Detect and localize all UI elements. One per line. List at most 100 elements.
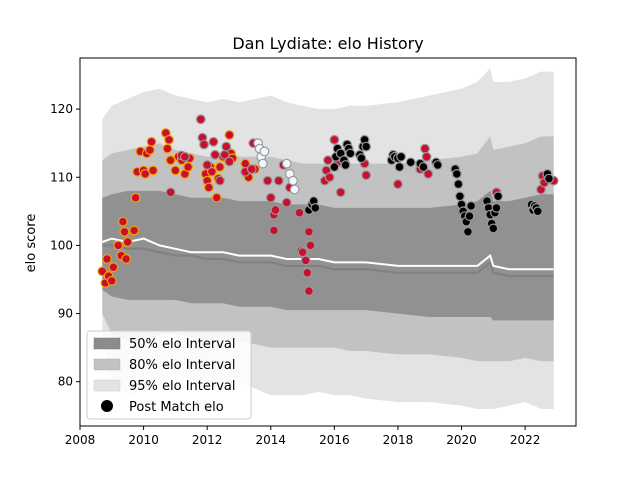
post-match-point: [281, 197, 292, 208]
legend-label-50: 50% elo Interval: [129, 337, 236, 352]
post-match-point: [289, 184, 300, 195]
post-match-point: [270, 205, 281, 215]
post-match-point: [165, 187, 176, 198]
post-match-point: [148, 165, 159, 176]
post-match-point: [451, 168, 462, 179]
post-match-point: [396, 151, 407, 162]
post-match-point: [269, 225, 279, 236]
post-match-point: [259, 146, 270, 157]
legend-label-95: 95% elo Interval: [129, 379, 236, 394]
post-match-point: [224, 130, 235, 140]
post-match-point: [144, 145, 155, 155]
post-match-point: [345, 148, 356, 159]
post-match-point: [421, 151, 432, 162]
post-match-point: [466, 200, 477, 211]
post-match-point: [202, 160, 213, 170]
post-match-point: [302, 267, 313, 278]
post-match-point: [97, 266, 108, 277]
post-match-point: [300, 255, 311, 266]
post-match-point: [288, 175, 298, 186]
post-match-point: [544, 173, 554, 184]
post-match-point: [179, 151, 190, 162]
post-match-point: [304, 286, 314, 297]
post-match-point: [294, 207, 305, 218]
post-match-point: [464, 211, 475, 222]
post-match-point: [140, 168, 151, 179]
legend-swatch-80: [93, 358, 121, 371]
legend-frame: [86, 330, 252, 420]
y-axis-label: elo score: [24, 214, 39, 273]
legend-swatch-50: [93, 337, 121, 350]
post-match-point: [265, 192, 276, 203]
post-match-point: [273, 175, 284, 186]
post-match-point: [394, 162, 405, 172]
x-tick-label: 2020: [446, 433, 477, 447]
post-match-point: [455, 191, 465, 202]
legend-swatch-95: [93, 379, 121, 392]
post-match-point: [281, 158, 292, 169]
post-match-point: [532, 206, 543, 217]
post-match-point: [164, 134, 174, 145]
post-match-point: [463, 226, 473, 237]
post-match-point: [361, 170, 372, 181]
post-match-point: [324, 172, 335, 183]
x-tick-label: 2014: [255, 433, 286, 447]
plot-frame: [79, 57, 577, 427]
post-match-point: [453, 179, 464, 190]
legend-label-post-match: Post Match elo: [129, 400, 224, 415]
y-tick-label: 90: [58, 307, 73, 321]
post-match-point: [199, 139, 209, 150]
chart-title: Dan Lydiate: elo History: [232, 34, 423, 53]
post-match-point: [418, 162, 429, 172]
post-match-point: [262, 175, 273, 186]
post-match-point: [310, 202, 321, 213]
points-group-3: [253, 138, 300, 195]
post-match-point: [393, 179, 403, 190]
post-match-point: [162, 143, 173, 154]
post-match-point: [420, 143, 430, 154]
post-match-point: [211, 192, 222, 203]
x-tick-label: 2008: [65, 433, 96, 447]
band-50: [102, 190, 554, 321]
x-tick-label: 2018: [383, 433, 414, 447]
post-match-point: [129, 225, 140, 236]
x-tick-label: 2010: [128, 433, 159, 447]
post-match-point: [122, 237, 133, 247]
legend-marker-post-match: [101, 400, 113, 412]
post-match-point: [405, 157, 416, 168]
post-match-point: [214, 162, 225, 172]
x-axis: 2008 2010 2012 2014 2016 2018 2020 2022: [65, 426, 540, 447]
post-match-point: [195, 114, 206, 125]
post-match-point: [130, 192, 141, 203]
post-match-point: [210, 149, 221, 160]
y-tick-label: 120: [50, 102, 73, 116]
x-tick-label: 2016: [319, 433, 350, 447]
x-tick-label: 2012: [192, 433, 223, 447]
y-tick-label: 100: [50, 238, 73, 252]
post-match-point: [224, 156, 235, 167]
post-match-point: [361, 141, 372, 152]
points-group-2: [304, 134, 554, 237]
post-match-point: [121, 254, 131, 264]
y-tick-label: 80: [58, 375, 73, 389]
post-match-point: [117, 216, 128, 227]
post-match-point: [323, 155, 333, 166]
post-match-point: [329, 134, 340, 145]
post-match-point: [102, 254, 112, 264]
legend-label-80: 80% elo Interval: [129, 358, 236, 373]
post-match-point: [113, 240, 124, 251]
post-match-point: [119, 226, 130, 237]
post-match-point: [146, 136, 157, 147]
post-match-point: [340, 160, 351, 170]
post-match-point: [108, 262, 119, 273]
post-match-point: [423, 168, 434, 179]
post-match-point: [170, 165, 181, 176]
post-match-point: [491, 202, 502, 213]
post-match-point: [493, 191, 504, 202]
post-match-point: [165, 155, 176, 166]
post-match-point: [329, 162, 340, 172]
post-match-point: [304, 226, 314, 237]
post-match-point: [432, 160, 443, 170]
post-match-point: [183, 162, 194, 172]
